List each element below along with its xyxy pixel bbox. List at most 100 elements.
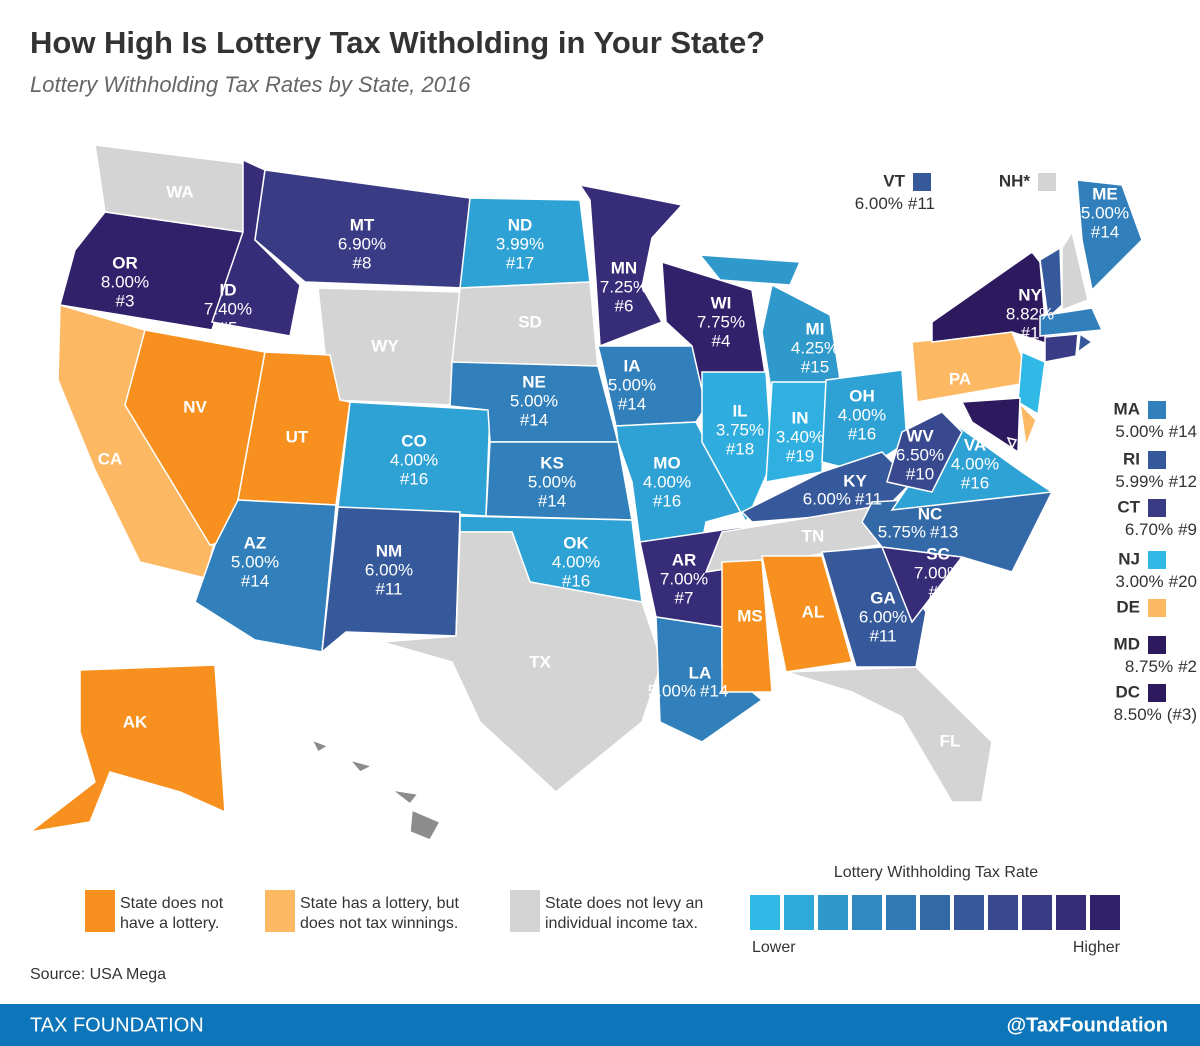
- state-rate: 7.00%: [660, 569, 708, 588]
- state-abbr: IN: [792, 408, 809, 427]
- callout-swatch: [1148, 551, 1166, 569]
- state-rank: #4: [712, 331, 731, 350]
- state-abbr: FL: [940, 731, 961, 750]
- callout-abbr: DC: [1115, 682, 1140, 701]
- map: [29, 144, 1143, 841]
- state-shape: [1061, 230, 1089, 312]
- state-rank: #10: [906, 464, 934, 483]
- callout-swatch: [1038, 173, 1056, 191]
- state-shape: [698, 254, 802, 286]
- source: Source: USA Mega: [30, 966, 166, 983]
- state-rate: 3.99%: [496, 234, 544, 253]
- state-shape: [29, 664, 226, 833]
- state-abbr: TN: [802, 526, 825, 545]
- state-rate: 6.00%: [859, 607, 907, 626]
- scale-swatch: [852, 895, 882, 930]
- state-rank: #17: [506, 253, 534, 272]
- callout-rate: 6.00%: [855, 194, 903, 213]
- callout-value: 8.50% (#3): [1114, 705, 1197, 724]
- callout-abbr: MD: [1114, 634, 1140, 653]
- state-abbr: GA: [870, 588, 896, 607]
- state-shape: [310, 738, 330, 754]
- callout-swatch: [1148, 636, 1166, 654]
- state-abbr: MS: [737, 606, 763, 625]
- state-rank: #16: [961, 473, 989, 492]
- callout-rank: #9: [1178, 520, 1197, 539]
- state-shape: [578, 183, 684, 348]
- state-shape: [785, 666, 993, 803]
- state-rate: 7.75%: [697, 312, 745, 331]
- callout-rank: #12: [1169, 472, 1197, 491]
- legend-swatch: [265, 890, 295, 932]
- subtitle: Lottery Withholding Tax Rates by State, …: [30, 72, 471, 97]
- state-rank: #7: [929, 582, 948, 601]
- state-shape: [321, 506, 461, 654]
- state-rank: #11: [869, 626, 896, 645]
- state-abbr: HI: [359, 785, 376, 804]
- scale-swatch: [886, 895, 916, 930]
- callout-swatch: [1148, 599, 1166, 617]
- scale-swatch: [954, 895, 984, 930]
- state-shape: [1076, 179, 1143, 292]
- state-abbr: ME: [1092, 184, 1118, 203]
- state-rank: #16: [848, 424, 876, 443]
- state-shape: [721, 559, 773, 693]
- state-abbr: AR: [672, 550, 697, 569]
- callout-value: 5.00% #14: [1115, 422, 1197, 441]
- legend-text: State has a lottery, but: [300, 895, 459, 912]
- title: How High Is Lottery Tax Witholding in Yo…: [30, 25, 765, 60]
- state-shape: [1044, 333, 1079, 363]
- state-rank: #15: [801, 357, 829, 376]
- state-rate: 3.75%: [716, 420, 764, 439]
- state-shape: [1039, 307, 1104, 337]
- footer-brand: TAX FOUNDATION: [30, 1014, 204, 1036]
- scale-swatch: [1090, 895, 1120, 930]
- state-shape: [886, 411, 963, 493]
- state-shape: [1077, 332, 1094, 354]
- state-rank: #16: [653, 491, 681, 510]
- callout-abbr: VT: [883, 171, 905, 190]
- state-rate: 5.75%: [878, 522, 926, 541]
- state-shape: [59, 211, 244, 331]
- state-shape: [194, 499, 337, 653]
- state-abbr: MO: [653, 453, 680, 472]
- state-shape: [389, 788, 420, 806]
- state-abbr: MN: [611, 258, 637, 277]
- callout-abbr: NJ: [1118, 549, 1140, 568]
- callout-rate: 5.00%: [1115, 422, 1163, 441]
- state-rate: 6.00%: [365, 560, 413, 579]
- state-shape: [1017, 350, 1046, 416]
- callout-rate: 8.50%: [1114, 705, 1162, 724]
- callout-rank: #14: [1169, 422, 1197, 441]
- callout-rank: #11: [908, 194, 935, 213]
- callout-rate: 6.70%: [1125, 520, 1173, 539]
- state-abbr: TX: [529, 652, 551, 671]
- state-rate: 4.00%: [643, 472, 691, 491]
- callout-swatch: [1148, 684, 1166, 702]
- scale-swatch: [784, 895, 814, 930]
- state-rate: 4.00%: [390, 450, 438, 469]
- state-abbr: LA: [689, 663, 712, 682]
- state-rate: 5.00%: [608, 375, 656, 394]
- callout-value: 3.00% #20: [1115, 572, 1197, 591]
- state-abbr: PA: [949, 369, 971, 388]
- callout-abbr: MA: [1114, 399, 1140, 418]
- state-rank: #18: [726, 439, 754, 458]
- state-abbr: WI: [711, 293, 732, 312]
- state-rate: 8.00%: [101, 272, 149, 291]
- state-abbr: AK: [123, 712, 148, 731]
- state-rate: 5.00%: [510, 391, 558, 410]
- state-rate: 3.40%: [776, 427, 824, 446]
- state-rate: 4.00%: [838, 405, 886, 424]
- state-rate: 7.40%: [204, 299, 252, 318]
- state-abbr: OH: [849, 386, 875, 405]
- callout-rank: #20: [1169, 572, 1197, 591]
- state-abbr: AL: [802, 602, 825, 621]
- state-rate: 7.25%: [600, 277, 648, 296]
- state-rank: #3: [116, 291, 135, 310]
- scale-high: Higher: [1073, 939, 1121, 956]
- callout-rate: 5.99%: [1115, 472, 1163, 491]
- legend-swatch: [85, 890, 115, 932]
- scale-swatch: [1056, 895, 1086, 930]
